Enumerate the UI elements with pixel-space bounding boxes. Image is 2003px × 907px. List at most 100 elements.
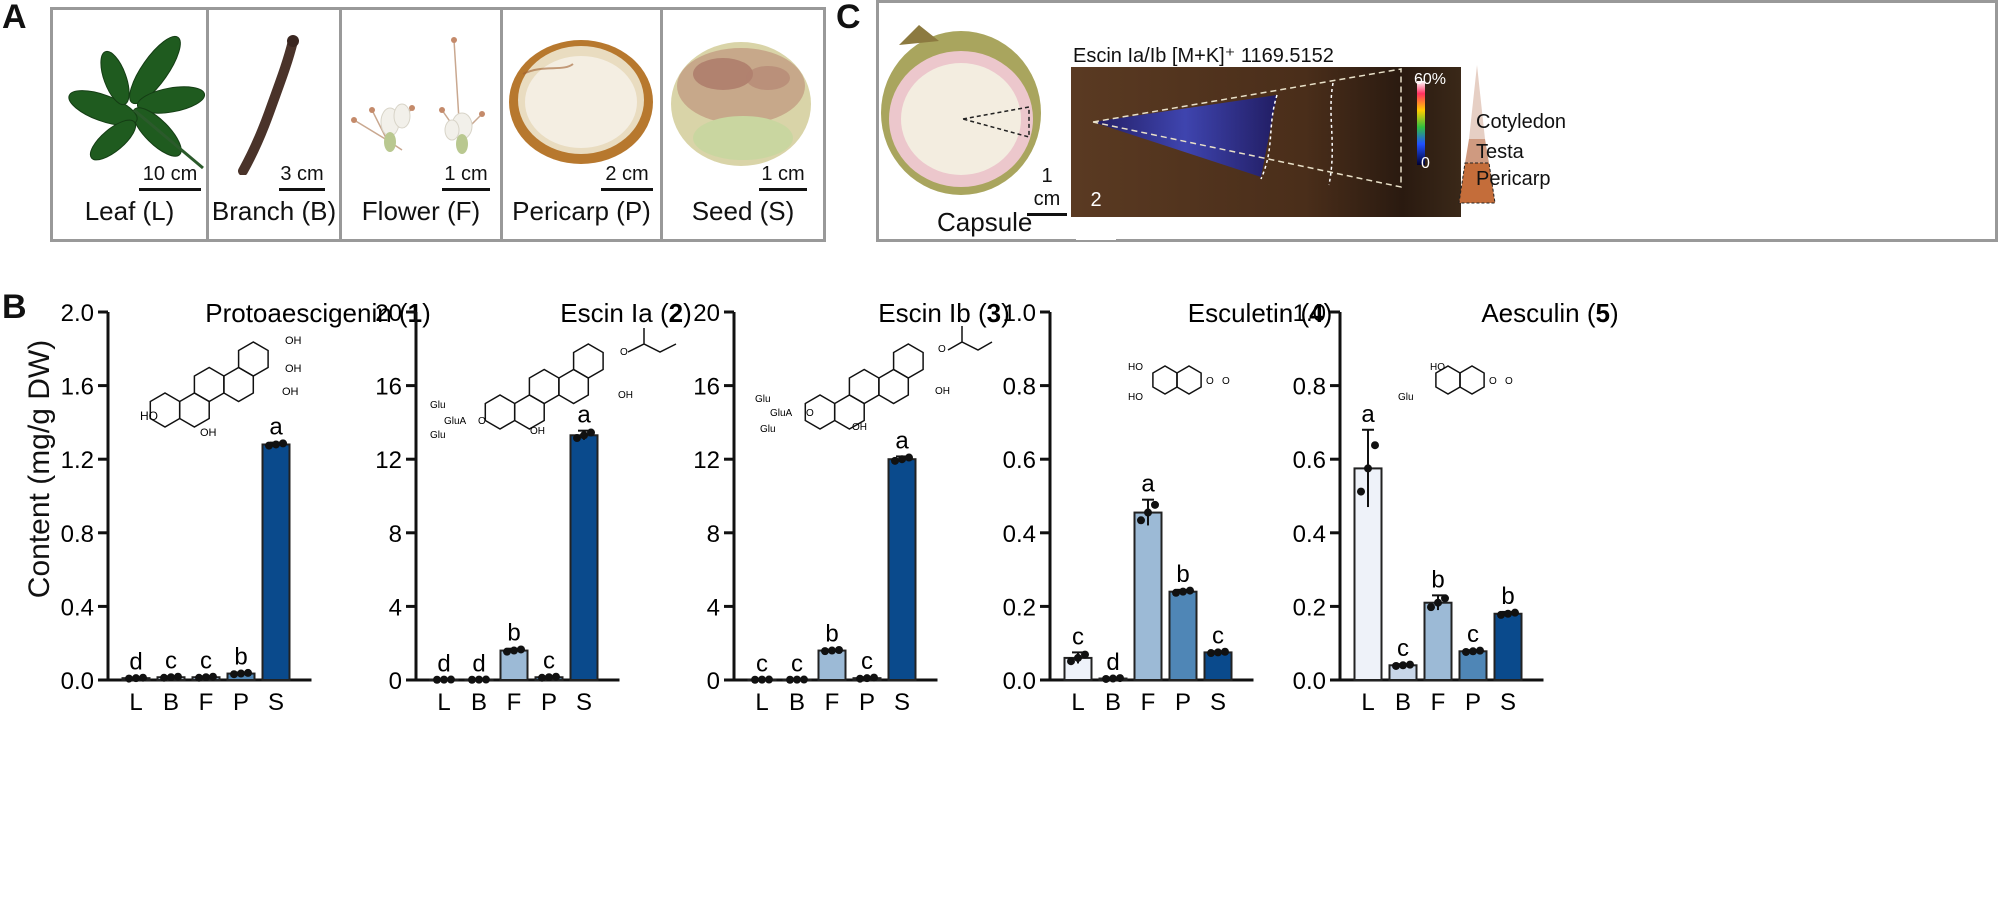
ring — [848, 368, 880, 405]
y-tick-label: 12 — [375, 447, 402, 474]
replicate-point — [1172, 588, 1180, 597]
chart-title: Esculetin (4) — [1188, 298, 1333, 328]
replicate-point — [468, 675, 476, 684]
replicate-point — [751, 675, 759, 684]
tile-divider — [339, 10, 342, 239]
replicate-point — [482, 675, 490, 684]
replicate-point — [160, 673, 168, 682]
tissue-legend-cone — [1458, 65, 1496, 204]
replicate-point — [1462, 647, 1470, 656]
chart-title-close: ) — [683, 298, 692, 328]
replicate-point — [265, 441, 273, 450]
x-tick-label: L — [755, 689, 768, 716]
panel-label-b: B — [2, 288, 27, 326]
pericarp-scale-label: 2 cm — [605, 163, 649, 185]
chart-title: Escin Ia (2) — [560, 298, 692, 328]
x-tick-label: P — [541, 689, 557, 716]
tile-divider — [660, 10, 663, 239]
y-tick-label: 0.2 — [1003, 594, 1036, 621]
replicate-point — [1221, 647, 1229, 656]
x-tick-label: F — [507, 689, 522, 716]
structure-2: Glu GluA Glu O OH OH O — [430, 328, 677, 441]
chemical-structures: HOOHOHOHOHGluGluAGluOOHOHOGluGluAGluOOHO… — [140, 326, 1513, 441]
replicate-point — [1434, 598, 1442, 607]
x-tick-label: P — [1175, 689, 1191, 716]
significance-letter: b — [1176, 561, 1189, 588]
x-tick-label: B — [1105, 689, 1121, 716]
structure-label: HO — [1128, 392, 1143, 403]
replicate-point — [167, 673, 175, 682]
replicate-point — [1144, 508, 1152, 517]
ring — [484, 394, 516, 430]
capsule-scale-bar: 1 cm — [1027, 165, 1067, 216]
replicate-point — [1067, 657, 1075, 666]
significance-letter: d — [1106, 649, 1119, 676]
bar-S — [261, 443, 291, 682]
replicate-point — [132, 674, 140, 683]
x-tick-label: B — [1395, 689, 1411, 716]
y-tick-label: 0.6 — [1293, 447, 1326, 474]
replicate-point — [1116, 674, 1124, 683]
x-tick-label: S — [268, 689, 284, 716]
replicate-point — [1151, 500, 1159, 509]
panel-label-a: A — [2, 0, 27, 36]
structure-1: HO OH OH OH OH — [140, 335, 302, 439]
bar-S — [1493, 612, 1523, 682]
chart-title-number: 4 — [1309, 298, 1324, 328]
capsule-image — [881, 25, 1041, 195]
structure-label: OH — [618, 390, 633, 401]
bar-S — [887, 458, 917, 682]
structure-label: OH — [200, 427, 217, 439]
structure-label: Glu — [430, 430, 446, 441]
legend-pericarp: Pericarp — [1476, 168, 1551, 190]
replicate-point — [1109, 674, 1117, 683]
structure-label: GluA — [444, 416, 467, 427]
structure-label: OH — [935, 386, 950, 397]
structure-label: OH — [852, 422, 867, 433]
pericarp-label: Pericarp (P) — [512, 196, 651, 226]
structure-label: Glu — [430, 400, 446, 411]
panel-a-frame: 10 cm Leaf (L) 3 cm Branch (B) — [50, 7, 826, 242]
y-tick-label: 0.8 — [61, 521, 94, 548]
replicate-point — [1371, 441, 1379, 450]
msi-title: Escin Ia/Ib [M+K]⁺ 1169.5152 — [1073, 45, 1334, 67]
y-tick-label: 1.0 — [1003, 300, 1036, 327]
y-tick-label: 0.0 — [1293, 668, 1326, 695]
structure-5: HO Glu O O — [1398, 362, 1513, 403]
seed-scale-bar: 1 cm — [759, 163, 807, 191]
replicate-point — [503, 647, 511, 656]
structure-label: HO — [140, 409, 158, 423]
chart-title-number: 3 — [987, 298, 1001, 328]
replicate-point — [800, 675, 808, 684]
seed-label: Seed (S) — [691, 196, 795, 226]
legend-testa: Testa — [1476, 141, 1524, 163]
significance-letter: c — [1072, 623, 1084, 650]
significance-letter: d — [437, 650, 450, 677]
ring — [572, 343, 604, 379]
structure-label: O — [620, 347, 628, 358]
significance-letter: c — [1467, 621, 1479, 648]
structure-label: OH — [530, 426, 545, 437]
replicate-point — [587, 428, 595, 437]
replicate-point — [517, 645, 525, 654]
y-tick-label: 1.0 — [1293, 300, 1326, 327]
x-tick-label: F — [1141, 689, 1156, 716]
y-tick-label: 0.4 — [61, 594, 94, 621]
replicate-point — [195, 673, 203, 682]
pericarp-image — [509, 40, 653, 164]
replicate-point — [1469, 647, 1477, 656]
tile-divider — [500, 10, 503, 239]
bar-S — [569, 434, 599, 681]
y-tick-label: 1.6 — [61, 374, 94, 401]
bar-P — [1458, 650, 1488, 682]
y-tick-label: 16 — [375, 374, 402, 401]
chart-title-text: Escin Ib ( — [878, 298, 987, 328]
flower-scale-label: 1 cm — [444, 163, 488, 185]
colorbar-min: 0 — [1421, 155, 1430, 172]
replicate-point — [870, 673, 878, 682]
replicate-point — [538, 673, 546, 682]
tile-seed: 1 cm Seed (S) — [663, 10, 823, 239]
replicate-point — [898, 455, 906, 464]
x-tick-label: B — [163, 689, 179, 716]
chart-title-close: ) — [1610, 298, 1619, 328]
